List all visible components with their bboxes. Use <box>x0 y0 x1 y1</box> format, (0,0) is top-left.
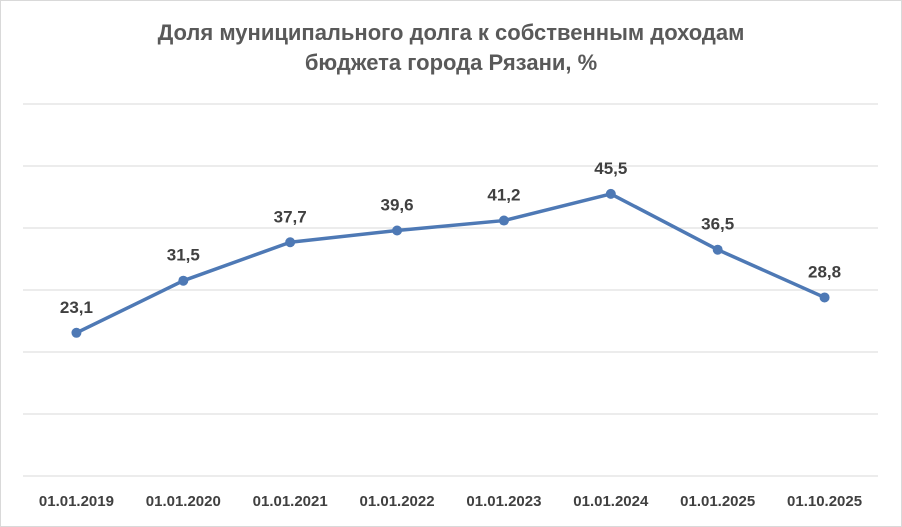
data-label: 37,7 <box>274 207 307 226</box>
data-label: 23,1 <box>60 298 93 317</box>
x-tick-label: 01.01.2019 <box>39 493 114 510</box>
data-label: 45,5 <box>594 159 627 178</box>
series-polyline <box>74 192 827 335</box>
chart-title: Доля муниципального долга к собственным … <box>0 18 902 78</box>
x-tick-label: 01.10.2025 <box>787 493 862 510</box>
series-line <box>74 192 827 335</box>
data-label: 41,2 <box>487 186 520 205</box>
data-points <box>71 188 830 338</box>
data-labels: 23,1 31,5 37,7 39,6 41,2 45,5 36,5 28,8 <box>60 159 841 317</box>
data-label: 36,5 <box>701 215 734 234</box>
x-axis: 01.01.2019 01.01.2020 01.01.2021 01.01.2022… <box>23 475 878 510</box>
x-tick-label: 01.01.2020 <box>146 493 221 510</box>
data-label: 39,6 <box>381 195 414 214</box>
data-point <box>819 292 830 303</box>
data-point <box>712 244 723 255</box>
data-point <box>605 188 616 199</box>
gridlines <box>23 103 878 415</box>
data-point <box>285 237 296 248</box>
x-tick-label: 01.01.2023 <box>466 493 541 510</box>
x-tick-label: 01.01.2024 <box>573 493 649 510</box>
data-point <box>498 215 509 226</box>
x-tick-label: 01.01.2021 <box>253 493 328 510</box>
data-label: 31,5 <box>167 246 200 265</box>
x-tick-label: 01.01.2025 <box>680 493 755 510</box>
data-label: 28,8 <box>808 262 841 281</box>
data-point <box>178 275 189 286</box>
data-point <box>392 225 403 236</box>
data-point <box>71 327 82 338</box>
x-tick-label: 01.01.2022 <box>360 493 435 510</box>
chart-title-line-1: Доля муниципального долга к собственным … <box>157 20 745 45</box>
chart-title-line-2: бюджета города Рязани, % <box>304 50 598 75</box>
